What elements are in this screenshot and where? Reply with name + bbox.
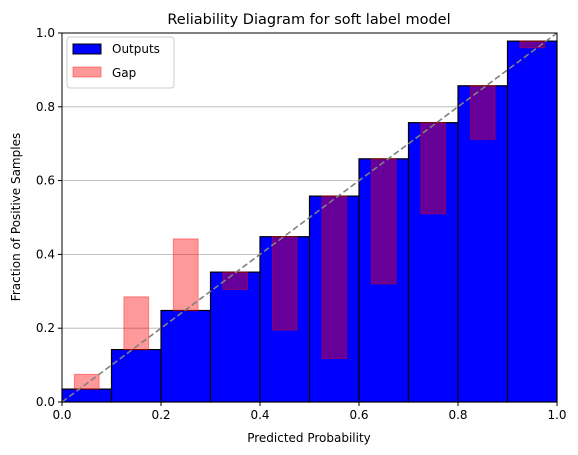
x-tick-label: 0.4	[250, 408, 269, 422]
y-axis-label: Fraction of Positive Samples	[9, 133, 23, 301]
gap-bar	[519, 40, 546, 49]
legend: Outputs Gap	[66, 36, 175, 89]
gap-bar	[172, 238, 199, 311]
x-tick-label: 0.6	[349, 408, 368, 422]
legend-label-gap: Gap	[112, 66, 136, 80]
outputs-bar	[506, 40, 558, 403]
gap-bar	[271, 236, 298, 331]
outputs-bar	[110, 349, 162, 403]
legend-label-outputs: Outputs	[112, 42, 160, 56]
gap-bar	[469, 85, 496, 140]
gap-bar	[73, 373, 100, 390]
y-tick-label: 0.2	[36, 321, 55, 335]
y-tick-label: 0.8	[36, 100, 55, 114]
y-axis-ticks: 0.0 0.2 0.4 0.6 0.8 1.0	[36, 26, 62, 409]
x-tick-label: 0.0	[52, 408, 71, 422]
outputs-bar	[209, 271, 261, 403]
reference-line-group	[61, 32, 558, 403]
y-tick-label: 0.6	[36, 174, 55, 188]
y-tick-label: 0.0	[36, 395, 55, 409]
x-tick-label: 0.8	[448, 408, 467, 422]
legend-swatch-outputs	[72, 43, 102, 55]
gap-bars	[73, 40, 546, 390]
outputs-bar	[457, 85, 509, 403]
reference-line	[61, 32, 558, 403]
x-tick-label: 1.0	[547, 408, 566, 422]
outputs-bar	[259, 236, 311, 403]
plot-frame	[61, 32, 558, 403]
gap-bar	[420, 122, 447, 215]
x-axis-ticks: 0.0 0.2 0.4 0.6 0.8 1.0	[52, 402, 567, 422]
legend-swatch-gap	[72, 66, 102, 78]
outputs-bar	[160, 309, 212, 403]
x-tick-label: 0.2	[151, 408, 170, 422]
chart-title: Reliability Diagram for soft label model	[167, 12, 450, 28]
y-tick-label: 0.4	[36, 247, 55, 261]
outputs-bar	[358, 158, 410, 403]
outputs-bar	[407, 122, 459, 403]
y-tick-label: 1.0	[36, 26, 55, 40]
outputs-bar	[308, 195, 360, 403]
x-axis-label: Predicted Probability	[247, 431, 371, 445]
gap-bar	[222, 271, 249, 290]
gap-bar	[123, 296, 150, 351]
gap-bar	[370, 158, 397, 285]
gap-bar	[321, 195, 348, 359]
